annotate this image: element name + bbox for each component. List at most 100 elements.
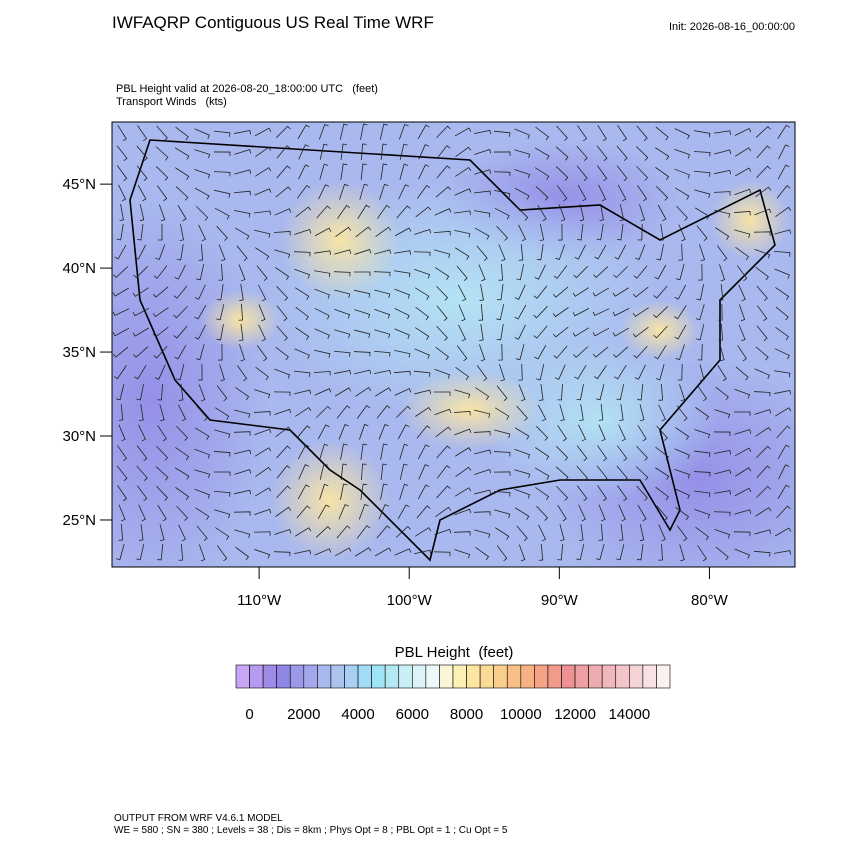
wind-barb: [735, 467, 752, 477]
wind-barb: [639, 204, 646, 222]
wind-barb: [572, 307, 590, 317]
wind-barb: [695, 407, 710, 421]
wind-barb: [572, 287, 589, 297]
wind-barb: [239, 284, 244, 301]
wind-barb: [294, 549, 312, 555]
wind-barb: [295, 306, 309, 321]
wind-barb: [116, 224, 124, 241]
wind-barb: [694, 130, 711, 138]
wind-barb: [616, 465, 628, 481]
wind-barb: [594, 244, 607, 260]
wind-barb: [573, 266, 588, 279]
wind-barb: [595, 544, 605, 561]
wind-barb: [518, 244, 524, 261]
colorbar-tick-label: 8000: [450, 706, 483, 723]
wind-barb: [618, 424, 626, 442]
wind-barb: [537, 404, 547, 422]
wind-barb: [393, 370, 411, 376]
wind-barb: [675, 264, 685, 281]
map-field: [112, 122, 795, 567]
wind-barb: [713, 191, 731, 196]
wind-barb: [592, 287, 610, 297]
wind-barb: [774, 348, 790, 360]
wind-barb: [679, 544, 685, 562]
wind-barb: [474, 129, 492, 135]
wind-barb: [597, 485, 608, 502]
wind-barb: [496, 225, 509, 241]
wind-barb: [635, 466, 649, 481]
wind-barb: [479, 284, 484, 301]
wind-barb: [216, 545, 228, 562]
wind-barb: [314, 270, 331, 278]
wind-barb: [155, 166, 169, 181]
wind-barb: [654, 264, 667, 280]
wind-barb: [136, 165, 148, 182]
colorbar-box: [344, 664, 359, 689]
wind-barb: [233, 511, 251, 516]
wind-barb: [417, 184, 431, 199]
wind-barb: [635, 146, 649, 161]
wind-barb: [294, 268, 311, 279]
wind-barb: [399, 463, 408, 480]
wind-barb: [314, 250, 331, 255]
wind-barb: [353, 271, 371, 276]
wind-barb: [616, 445, 628, 462]
wind-barb: [573, 346, 589, 358]
wind-barb: [414, 348, 430, 359]
wind-barb: [713, 511, 731, 517]
wind-barb: [633, 265, 648, 279]
wind-barb: [418, 164, 430, 180]
wind-barb: [417, 444, 430, 460]
wind-barb: [635, 244, 646, 260]
wind-barb: [118, 523, 124, 541]
wind-barb: [756, 145, 771, 159]
wind-barb: [777, 444, 790, 460]
wind-barb: [195, 344, 205, 361]
colorbar-box: [249, 664, 264, 689]
field-high: [270, 440, 390, 560]
wind-barb: [694, 450, 711, 457]
wind-barb: [314, 308, 330, 320]
wind-barb: [276, 125, 291, 138]
wind-barb: [399, 143, 408, 160]
colorbar-box: [276, 664, 291, 689]
wind-barb: [454, 549, 471, 559]
wind-barb: [474, 489, 492, 495]
wind-barb: [158, 204, 166, 222]
wind-barb: [714, 529, 731, 539]
wind-barb: [674, 168, 690, 179]
wind-barb: [314, 548, 332, 556]
wind-barb: [173, 325, 188, 339]
wind-barb: [556, 125, 568, 141]
wind-barb: [394, 548, 412, 556]
wind-barb: [254, 549, 271, 559]
wind-barb: [296, 505, 311, 519]
wind-barb: [514, 304, 527, 320]
colorbar-box: [588, 664, 603, 689]
wind-barb: [194, 469, 211, 479]
colorbar-tick-label: 4000: [341, 706, 374, 723]
colorbar-box: [534, 664, 549, 689]
title: IWFAQRP Contiguous US Real Time WRF: [112, 13, 434, 32]
wind-barb: [534, 147, 550, 160]
wind-barb: [173, 285, 188, 299]
wind-barb: [234, 210, 251, 218]
wind-barb: [194, 488, 210, 499]
wind-barb: [314, 227, 332, 237]
wind-barb: [317, 424, 330, 440]
wind-barb: [776, 425, 791, 439]
subtitle: PBL Height valid at 2026-08-20_18:00:00 …: [116, 83, 378, 95]
wind-barb: [295, 287, 310, 300]
wind-barb: [516, 405, 528, 421]
wind-barb: [354, 329, 371, 338]
wind-barb: [157, 425, 167, 442]
wind-barb: [637, 384, 644, 401]
wind-barb: [338, 424, 349, 440]
wind-barb: [674, 284, 687, 300]
wind-barb: [233, 431, 251, 436]
wind-barb: [374, 369, 392, 375]
wind-barb: [559, 524, 565, 542]
wind-barb: [473, 511, 491, 516]
wind-barb: [418, 144, 430, 160]
wind-barb: [175, 167, 190, 180]
